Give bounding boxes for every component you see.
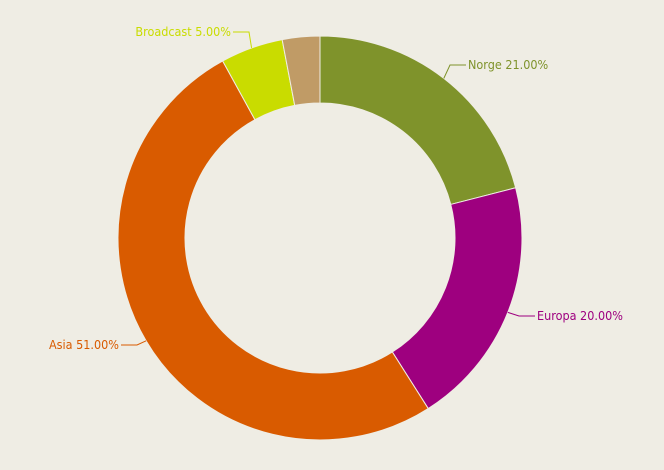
- leader-line-asia: [121, 340, 147, 346]
- slice-labels: Norge 21.00% Europa 20.00% Asia 51.00% Broa…: [49, 24, 623, 352]
- slice-label-asia: Asia 51.00%: [49, 337, 119, 352]
- leader-line-europa: [507, 311, 535, 317]
- leader-line-norge: [443, 64, 466, 79]
- slice-label-europa: Europa 20.00%: [537, 308, 623, 323]
- slice-label-broadcast: Broadcast 5.00%: [135, 24, 231, 39]
- slice-other[interactable]: [281, 35, 321, 106]
- slice-europa[interactable]: [391, 187, 523, 410]
- slice-label-norge: Norge 21.00%: [468, 57, 549, 72]
- leader-line-broadcast: [233, 31, 253, 49]
- slice-asia[interactable]: [117, 60, 429, 441]
- donut-slices: [117, 35, 523, 441]
